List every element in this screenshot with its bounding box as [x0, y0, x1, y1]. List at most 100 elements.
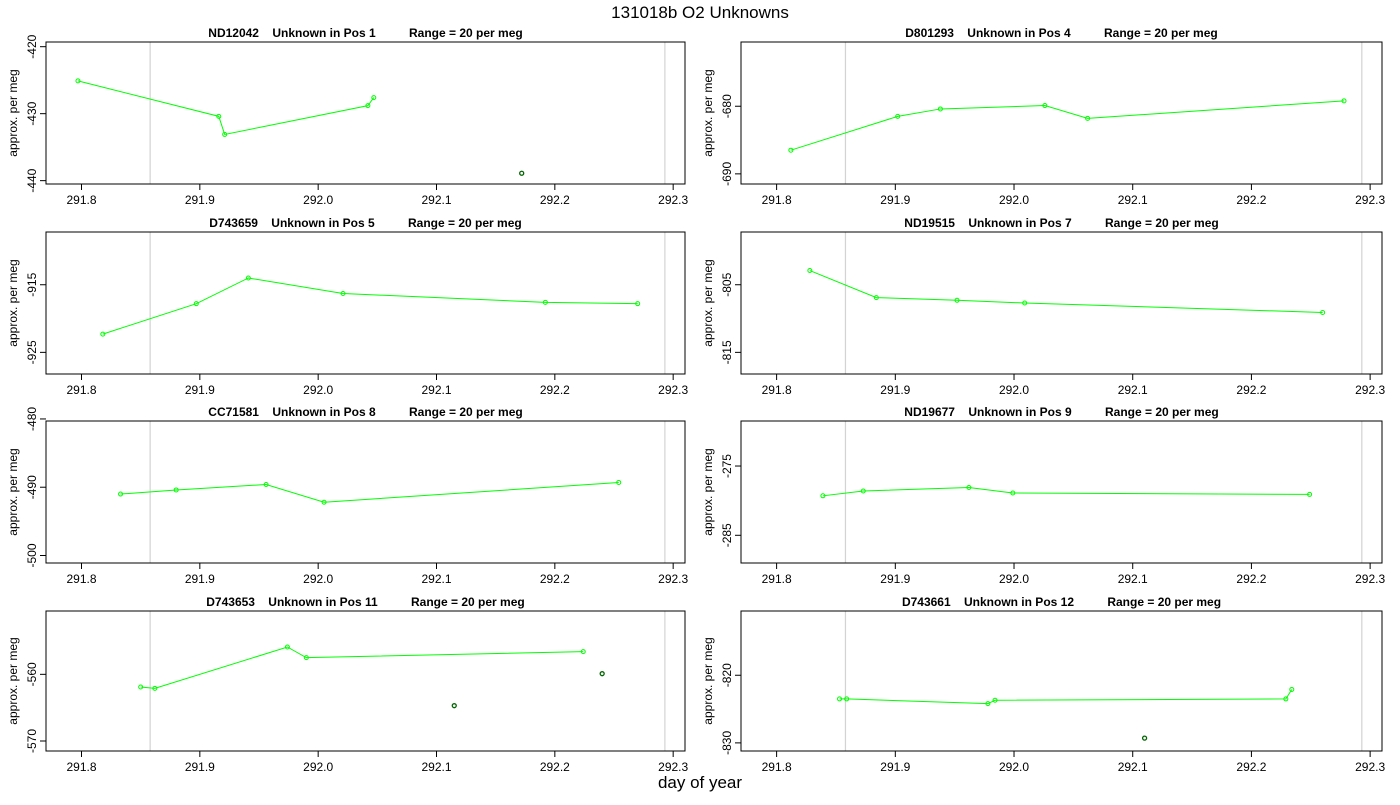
- data-point: [284, 644, 290, 650]
- data-point: [635, 301, 641, 307]
- x-tick-label: 291.8: [762, 193, 792, 207]
- plot-frame: [45, 420, 686, 564]
- panel-title: ND19515 Unknown in Pos 7 Range = 20 per …: [904, 216, 1218, 230]
- data-point: [340, 291, 346, 297]
- y-tick-label: -820: [720, 663, 734, 687]
- panel-title: D743653 Unknown in Pos 11 Range = 20 per…: [206, 595, 524, 609]
- y-axis-label: approx. per meg: [6, 69, 20, 156]
- panel-2: D801293 Unknown in Pos 4 Range = 20 per …: [701, 26, 1385, 207]
- y-tick-label: -915: [25, 272, 39, 296]
- flagged-point: [519, 170, 525, 176]
- series-line: [822, 486, 1310, 497]
- data-point: [100, 331, 106, 337]
- x-tick-label: 292.3: [658, 193, 688, 207]
- plot-frame: [45, 41, 686, 185]
- data-point: [321, 499, 327, 505]
- y-tick-label: -285: [720, 523, 734, 547]
- plot-frame: [45, 610, 686, 752]
- x-tick-label: 291.8: [66, 193, 96, 207]
- data-point: [138, 684, 144, 690]
- x-tick-label: 292.0: [999, 760, 1029, 774]
- x-tick-label: 291.8: [762, 383, 792, 397]
- data-point: [263, 481, 269, 487]
- page-title: 131018b O2 Unknowns: [611, 3, 789, 22]
- panel-5: CC71581 Unknown in Pos 8 Range = 20 per …: [6, 405, 689, 586]
- x-tick-label: 292.0: [303, 383, 333, 397]
- x-tick-label: 291.8: [762, 572, 792, 586]
- y-axis-label: approx. per meg: [701, 637, 715, 724]
- x-tick-label: 292.0: [303, 572, 333, 586]
- data-point: [895, 113, 901, 119]
- x-tick-label: 291.9: [880, 193, 910, 207]
- data-point: [966, 484, 972, 490]
- data-point: [371, 95, 377, 101]
- data-point: [365, 103, 371, 109]
- x-tick-label: 292.1: [421, 760, 451, 774]
- data-point: [985, 701, 991, 707]
- data-point: [222, 131, 228, 137]
- series-line: [140, 646, 584, 689]
- data-point: [937, 106, 943, 112]
- x-tick-label: 292.2: [540, 383, 570, 397]
- data-point: [1010, 490, 1016, 496]
- data-point: [820, 493, 826, 499]
- data-point: [1289, 686, 1295, 692]
- series-line: [790, 100, 1345, 151]
- flagged-point: [451, 703, 457, 709]
- series-line: [120, 481, 619, 503]
- y-tick-label: -805: [720, 272, 734, 296]
- data-point: [844, 696, 850, 702]
- data-point: [245, 275, 251, 281]
- data-point: [303, 655, 309, 661]
- panel-6: ND19677 Unknown in Pos 9 Range = 20 per …: [701, 405, 1385, 586]
- data-point: [118, 491, 124, 497]
- y-axis-label: approx. per meg: [6, 259, 20, 346]
- y-axis-label: approx. per meg: [701, 448, 715, 535]
- panel-3: D743659 Unknown in Pos 5 Range = 20 per …: [6, 216, 689, 397]
- data-point: [616, 479, 622, 485]
- flagged-point: [599, 671, 605, 677]
- series-line: [839, 689, 1293, 705]
- data-point: [860, 488, 866, 494]
- x-tick-label: 292.1: [1118, 193, 1148, 207]
- series-line: [102, 277, 638, 335]
- x-tick-label: 292.2: [1236, 193, 1266, 207]
- x-tick-label: 292.1: [1118, 572, 1148, 586]
- y-tick-label: -815: [720, 340, 734, 364]
- data-point: [580, 649, 586, 655]
- panel-title: ND12042 Unknown in Pos 1 Range = 20 per …: [208, 26, 522, 40]
- data-point: [1320, 309, 1326, 315]
- data-point: [193, 301, 199, 307]
- x-tick-label: 292.3: [1355, 572, 1385, 586]
- y-tick-label: -490: [25, 475, 39, 499]
- plot-frame: [740, 231, 1383, 375]
- x-tick-label: 291.8: [66, 760, 96, 774]
- data-point: [1307, 491, 1313, 497]
- x-tick-label: 292.0: [999, 193, 1029, 207]
- data-point: [173, 487, 179, 493]
- data-point: [873, 295, 879, 301]
- x-tick-label: 292.0: [999, 572, 1029, 586]
- data-point: [1022, 300, 1028, 306]
- plot-frame: [740, 420, 1383, 564]
- x-tick-label: 292.3: [658, 760, 688, 774]
- x-tick-label: 291.9: [880, 572, 910, 586]
- x-tick-label: 292.0: [303, 193, 333, 207]
- x-tick-label: 291.8: [66, 572, 96, 586]
- y-tick-label: -480: [25, 407, 39, 431]
- x-axis-label: day of year: [657, 773, 743, 792]
- x-tick-label: 292.1: [1118, 383, 1148, 397]
- x-tick-label: 292.2: [1236, 383, 1266, 397]
- x-tick-label: 292.1: [1118, 760, 1148, 774]
- data-point: [1042, 103, 1048, 109]
- series-line: [77, 80, 375, 136]
- flagged-point: [1141, 735, 1148, 741]
- x-tick-label: 292.2: [1236, 572, 1266, 586]
- data-point: [216, 113, 222, 119]
- panel-title: D743661 Unknown in Pos 12 Range = 20 per…: [902, 595, 1221, 609]
- y-axis-label: approx. per meg: [701, 259, 715, 346]
- x-tick-label: 291.9: [880, 760, 910, 774]
- x-tick-label: 292.3: [658, 572, 688, 586]
- y-tick-label: -440: [25, 168, 39, 192]
- x-tick-label: 291.9: [185, 383, 215, 397]
